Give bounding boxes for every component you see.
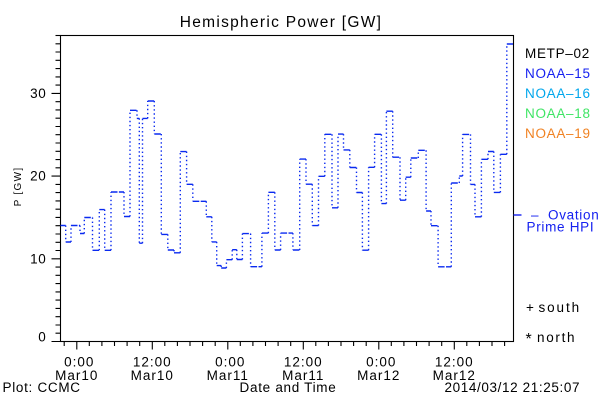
svg-text:Plot: CCMC: Plot: CCMC xyxy=(3,380,81,395)
svg-text:12:00: 12:00 xyxy=(435,355,474,370)
svg-text:–: – xyxy=(531,208,539,223)
svg-text:+: + xyxy=(526,300,535,315)
svg-text:0:00: 0:00 xyxy=(366,355,396,370)
svg-text:south: south xyxy=(539,300,582,315)
svg-text:Mar10: Mar10 xyxy=(131,368,174,383)
svg-text:Mar11: Mar11 xyxy=(207,368,249,383)
svg-text:*: * xyxy=(526,331,533,348)
svg-text:NOAA–18: NOAA–18 xyxy=(525,106,591,121)
svg-text:12:00: 12:00 xyxy=(133,355,172,370)
svg-text:Mar10: Mar10 xyxy=(55,368,98,383)
svg-text:Mar12: Mar12 xyxy=(433,368,476,383)
svg-text:10: 10 xyxy=(30,251,46,266)
svg-text:NOAA–15: NOAA–15 xyxy=(525,66,591,81)
svg-text:0:00: 0:00 xyxy=(215,355,245,370)
svg-text:30: 30 xyxy=(30,86,46,101)
svg-text:Mar12: Mar12 xyxy=(357,368,400,383)
svg-text:0:00: 0:00 xyxy=(64,355,94,370)
svg-text:12:00: 12:00 xyxy=(284,355,323,370)
svg-text:Ovation: Ovation xyxy=(548,208,599,223)
svg-text:2014/03/12 21:25:07: 2014/03/12 21:25:07 xyxy=(445,380,581,395)
svg-text:Date and Time: Date and Time xyxy=(240,380,337,395)
svg-text:20: 20 xyxy=(30,169,46,184)
svg-text:P [GW]: P [GW] xyxy=(13,167,24,207)
svg-text:Mar11: Mar11 xyxy=(282,368,324,383)
svg-text:0: 0 xyxy=(38,330,46,345)
svg-text:Prime HPI: Prime HPI xyxy=(527,220,595,235)
svg-text:NOAA–19: NOAA–19 xyxy=(525,126,591,141)
svg-text:Hemispheric Power [GW]: Hemispheric Power [GW] xyxy=(180,14,383,31)
svg-text:NOAA–16: NOAA–16 xyxy=(525,86,591,101)
svg-text:METP–02: METP–02 xyxy=(525,46,590,61)
svg-text:north: north xyxy=(537,330,576,345)
